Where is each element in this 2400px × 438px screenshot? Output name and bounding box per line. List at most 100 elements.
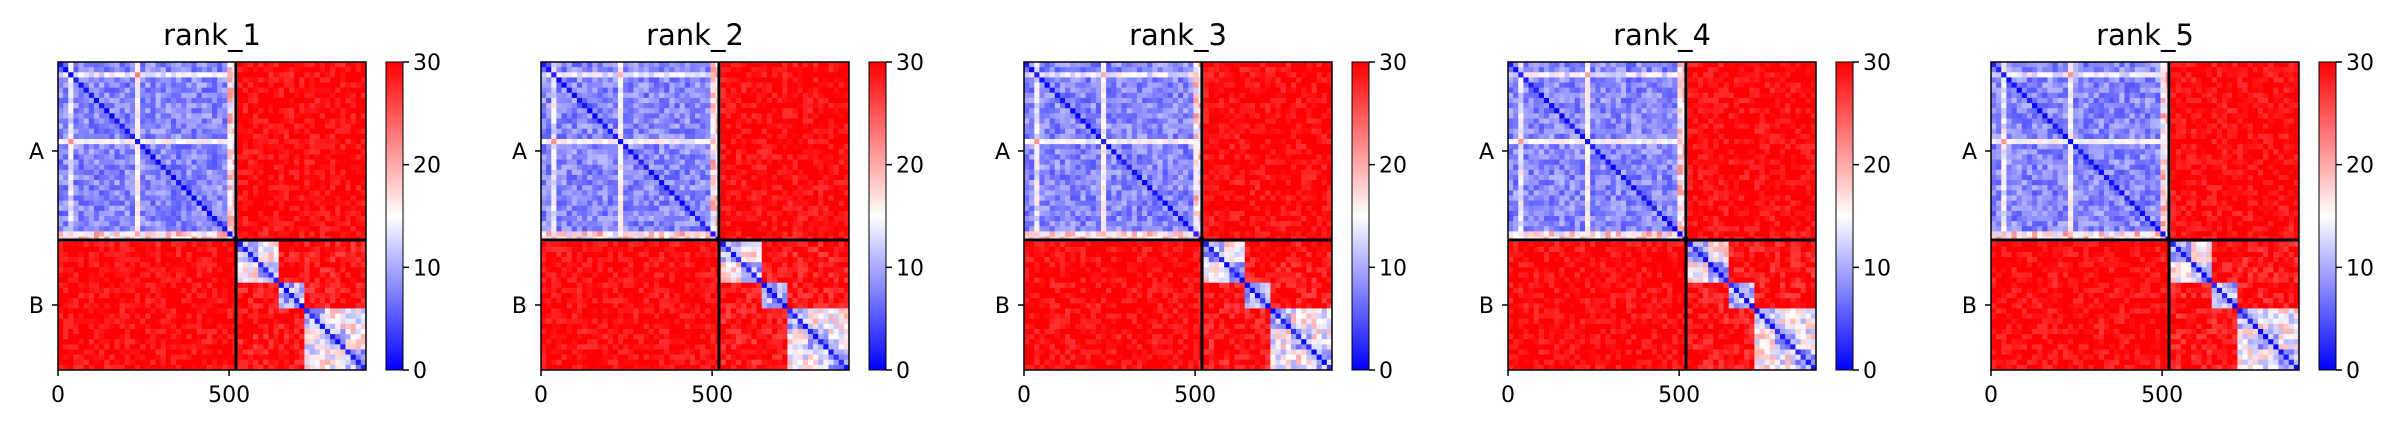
heatmap-cell [181,328,187,335]
heatmap-cell [283,108,290,114]
heatmap-cell [643,149,650,155]
heatmap-cell [345,308,351,314]
heatmap-cell [73,303,79,309]
heatmap-cell [119,164,126,171]
heatmap-cell [78,144,85,150]
heatmap-cell [93,169,100,176]
heatmap-cell [129,180,136,186]
heatmap-cell [350,354,357,361]
heatmap-cell [612,92,619,99]
heatmap-cell [114,123,120,130]
heatmap-cell [674,108,680,114]
heatmap-cell [628,82,634,89]
heatmap-cell [324,190,331,196]
heatmap-cell [68,195,74,201]
heatmap-cell [242,118,249,124]
heatmap-cell [746,149,752,155]
heatmap-cell [99,277,105,284]
heatmap-cell [93,216,100,222]
heatmap-cell [58,190,64,196]
heatmap-cell [78,200,85,207]
heatmap-cell [88,344,95,350]
heatmap-cell [237,108,244,114]
heatmap-cell [679,128,686,135]
heatmap-cell [602,103,609,109]
heatmap-cell [222,82,228,89]
heatmap-cell [63,195,69,201]
heatmap-cell [73,185,79,191]
heatmap-cell [129,144,136,150]
heatmap-cell [838,128,845,135]
heatmap-cell [278,210,285,217]
heatmap-cell [201,195,208,201]
heatmap-cell [592,87,598,94]
heatmap-cell [679,144,686,150]
heatmap-cell [217,108,223,114]
heatmap-cell [314,272,321,278]
heatmap-cell [58,364,64,371]
heatmap-cell [314,323,321,330]
heatmap-cell [263,97,269,104]
heatmap-cell [88,277,95,284]
heatmap-cell [289,251,295,258]
heatmap-cell [155,205,162,212]
heatmap-cell [212,190,218,196]
heatmap-cell [689,149,696,155]
heatmap-cell [124,82,131,89]
heatmap-cell [63,303,69,309]
heatmap-cell [145,159,151,166]
heatmap-cell [669,149,675,155]
heatmap-cell [345,108,351,114]
heatmap-cell [761,113,768,119]
heatmap-cell [63,113,69,119]
heatmap-cell [710,149,716,155]
heatmap-cell [813,169,819,176]
heatmap-cell [797,118,804,124]
heatmap-cell [212,344,218,350]
heatmap-cell [268,318,274,325]
heatmap-cell [283,221,290,227]
heatmap-cell [165,246,172,253]
heatmap-cell [170,303,177,309]
heatmap-cell [73,308,79,314]
heatmap-cell [165,287,172,294]
heatmap-cell [766,133,773,140]
heatmap-cell [88,159,95,166]
heatmap-cell [186,174,192,181]
heatmap-cell [350,164,357,171]
heatmap-cell [289,359,295,366]
heatmap-cell [684,144,691,150]
heatmap-cell [73,364,79,371]
heatmap-cell [304,77,310,83]
heatmap-cell [191,257,197,263]
heatmap-cell [813,118,819,124]
heatmap-cell [88,123,95,130]
heatmap-cell [618,128,624,135]
heatmap-cell [268,113,274,119]
heatmap-cell [294,118,300,124]
heatmap-cell [114,282,120,289]
heatmap-cell [124,123,131,130]
heatmap-cell [648,154,655,160]
heatmap-cell [756,108,763,114]
heatmap-cell [345,251,351,258]
heatmap-cell [253,308,259,314]
heatmap-cell [124,313,131,320]
heatmap-cell [772,62,778,68]
heatmap-cell [643,92,650,99]
heatmap-cell [155,298,162,304]
heatmap-cell [129,118,136,124]
heatmap-cell [206,82,213,89]
heatmap-cell [324,82,331,89]
heatmap-cell [237,72,244,78]
heatmap-cell [150,241,156,248]
heatmap-cell [58,241,64,248]
heatmap-cell [119,77,126,83]
heatmap-cell [140,287,146,294]
heatmap-cell [268,128,274,135]
heatmap-cell [324,123,331,130]
heatmap-cell [643,82,650,89]
heatmap-cell [165,159,172,166]
heatmap-cell [63,339,69,345]
heatmap-cell [643,164,650,171]
